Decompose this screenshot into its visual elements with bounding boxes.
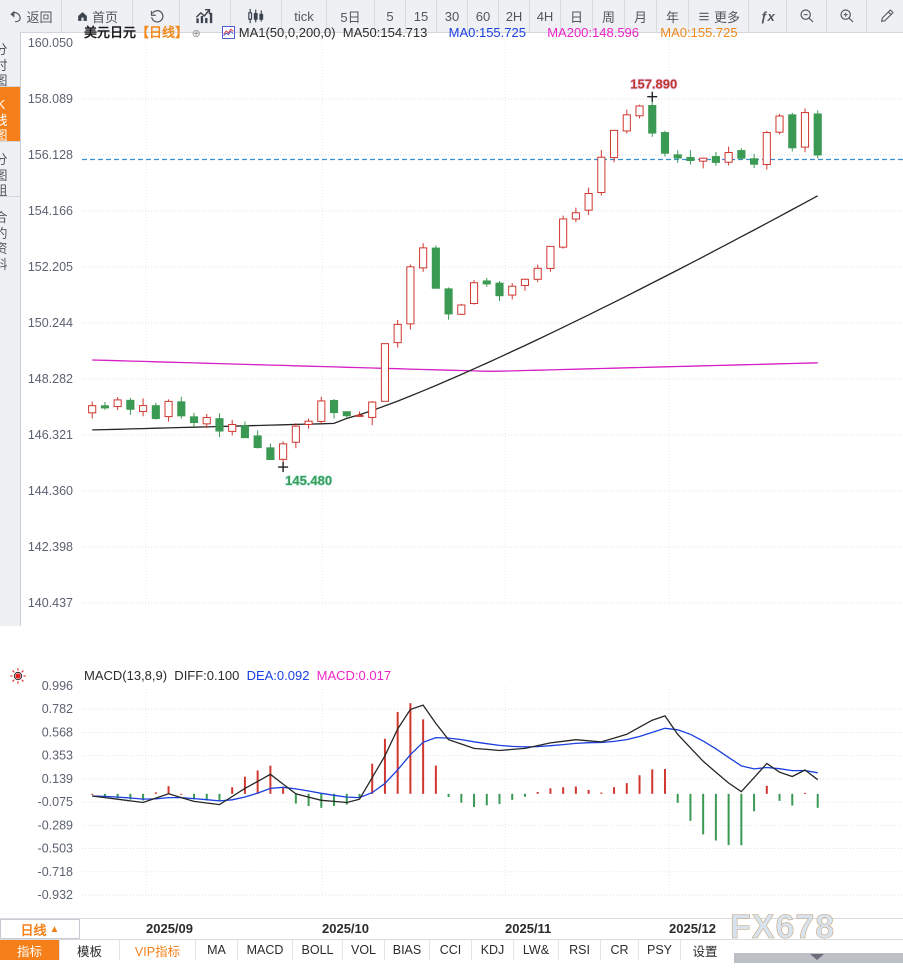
svg-text:0.782: 0.782 [42, 702, 73, 716]
svg-text:144.360: 144.360 [28, 484, 73, 498]
svg-text:0.353: 0.353 [42, 749, 73, 763]
svg-text:0.568: 0.568 [42, 725, 73, 739]
svg-text:140.437: 140.437 [28, 596, 73, 610]
svg-text:-0.718: -0.718 [38, 865, 73, 879]
svg-text:-0.289: -0.289 [38, 818, 73, 832]
svg-text:148.282: 148.282 [28, 372, 73, 386]
svg-text:-0.932: -0.932 [38, 888, 73, 902]
svg-text:-0.075: -0.075 [38, 795, 73, 809]
svg-text:157.890: 157.890 [630, 77, 677, 92]
svg-text:146.321: 146.321 [28, 428, 73, 442]
svg-text:0.139: 0.139 [42, 772, 73, 786]
svg-text:160.050: 160.050 [28, 36, 73, 50]
svg-text:0.996: 0.996 [42, 679, 73, 693]
svg-text:154.166: 154.166 [28, 204, 73, 218]
svg-text:156.128: 156.128 [28, 148, 73, 162]
svg-text:158.089: 158.089 [28, 92, 73, 106]
svg-text:142.398: 142.398 [28, 540, 73, 554]
svg-text:145.480: 145.480 [285, 473, 332, 488]
svg-text:152.205: 152.205 [28, 260, 73, 274]
svg-text:-0.503: -0.503 [38, 842, 73, 856]
svg-text:150.244: 150.244 [28, 316, 73, 330]
